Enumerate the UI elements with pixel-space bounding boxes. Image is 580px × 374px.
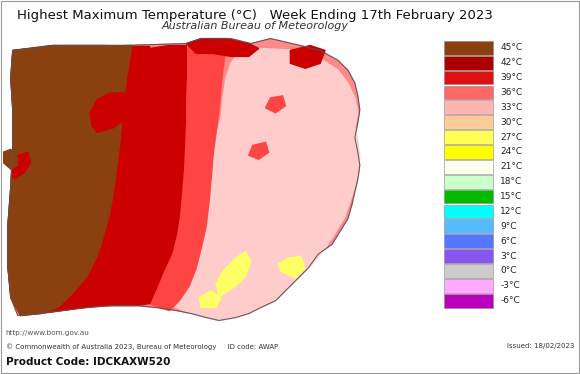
Text: 9°C: 9°C	[501, 222, 517, 231]
Text: -6°C: -6°C	[501, 296, 520, 305]
Polygon shape	[291, 46, 325, 68]
Bar	[444, 130, 493, 144]
Text: 45°C: 45°C	[501, 43, 523, 52]
Bar	[444, 190, 493, 203]
Text: 42°C: 42°C	[501, 58, 523, 67]
Text: Issued: 18/02/2023: Issued: 18/02/2023	[507, 343, 574, 349]
Text: 39°C: 39°C	[501, 73, 523, 82]
Text: 21°C: 21°C	[501, 162, 523, 171]
Polygon shape	[266, 96, 285, 113]
Bar	[444, 115, 493, 129]
Text: 30°C: 30°C	[501, 118, 523, 127]
Bar	[444, 160, 493, 174]
Bar	[444, 101, 493, 114]
Text: -3°C: -3°C	[501, 281, 520, 290]
Bar	[444, 175, 493, 188]
Bar	[444, 264, 493, 278]
Text: Highest Maximum Temperature (°C)   Week Ending 17th February 2023: Highest Maximum Temperature (°C) Week En…	[17, 9, 493, 22]
Text: Product Code: IDCKAXW520: Product Code: IDCKAXW520	[6, 357, 170, 367]
Polygon shape	[11, 152, 31, 179]
Text: 12°C: 12°C	[501, 207, 523, 216]
Polygon shape	[199, 291, 221, 307]
Polygon shape	[278, 256, 305, 278]
Bar	[444, 56, 493, 70]
Bar	[444, 249, 493, 263]
Bar	[444, 145, 493, 159]
Text: 3°C: 3°C	[501, 252, 517, 261]
Bar	[444, 234, 493, 248]
Polygon shape	[90, 93, 130, 132]
Bar	[444, 86, 493, 99]
Bar	[444, 279, 493, 293]
Text: 33°C: 33°C	[501, 103, 523, 112]
Text: 27°C: 27°C	[501, 132, 523, 142]
Text: 15°C: 15°C	[501, 192, 523, 201]
Polygon shape	[8, 39, 360, 321]
Polygon shape	[8, 46, 186, 316]
Bar	[444, 71, 493, 85]
Polygon shape	[137, 49, 360, 321]
Text: 36°C: 36°C	[501, 88, 523, 97]
Polygon shape	[8, 46, 132, 316]
Text: 0°C: 0°C	[501, 266, 517, 276]
Text: 24°C: 24°C	[501, 147, 523, 156]
Text: 6°C: 6°C	[501, 237, 517, 246]
Bar	[444, 220, 493, 233]
Text: © Commonwealth of Australia 2023, Bureau of Meteorology     ID code: AWAP: © Commonwealth of Australia 2023, Bureau…	[6, 343, 278, 350]
Text: 18°C: 18°C	[501, 177, 523, 186]
Polygon shape	[249, 142, 269, 159]
Polygon shape	[186, 39, 259, 56]
Text: http://www.bom.gov.au: http://www.bom.gov.au	[6, 330, 90, 336]
Text: Australian Bureau of Meteorology: Australian Bureau of Meteorology	[162, 21, 349, 31]
Bar	[444, 205, 493, 218]
Polygon shape	[150, 43, 226, 310]
Bar	[444, 294, 493, 307]
Polygon shape	[216, 251, 251, 296]
Bar	[444, 41, 493, 55]
Polygon shape	[3, 149, 18, 169]
